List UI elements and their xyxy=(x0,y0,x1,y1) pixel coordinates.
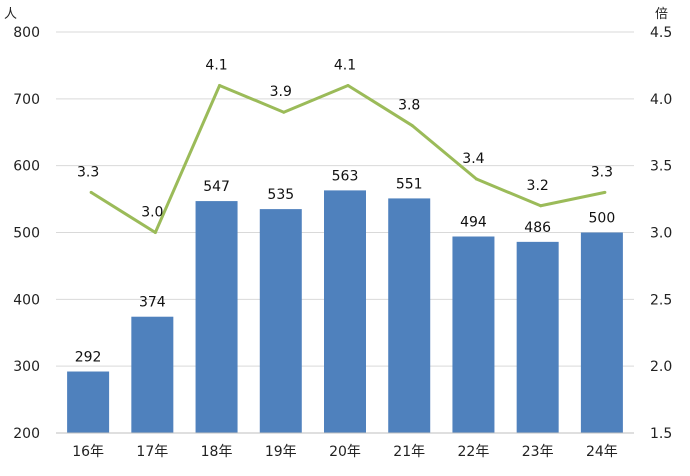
line-data-label: 3.4 xyxy=(462,151,484,167)
line-series xyxy=(89,83,607,234)
bar xyxy=(131,316,174,433)
bar-data-label: 500 xyxy=(589,211,616,227)
x-tick-label: 24年 xyxy=(586,444,618,460)
bar xyxy=(259,209,302,433)
bar xyxy=(195,201,238,433)
bar-data-label: 374 xyxy=(139,295,166,311)
right-tick-label: 2.5 xyxy=(650,292,672,308)
bar-data-label: 535 xyxy=(267,187,294,203)
right-tick-label: 2.0 xyxy=(650,359,672,375)
left-tick-label: 300 xyxy=(13,359,40,375)
line-point xyxy=(218,83,222,87)
line-point xyxy=(346,83,350,87)
bar xyxy=(516,241,559,433)
x-tick-label: 23年 xyxy=(522,444,554,460)
x-tick-label: 19年 xyxy=(265,444,297,460)
right-tick-label: 3.5 xyxy=(650,159,672,175)
bar xyxy=(67,371,110,433)
line-point xyxy=(89,190,93,194)
line-point xyxy=(282,110,286,114)
right-tick-label: 3.0 xyxy=(650,226,672,242)
left-tick-label: 600 xyxy=(13,159,40,175)
left-tick-label: 800 xyxy=(13,25,40,41)
data-labels: 292 374 547 535 563 551 494 486 500 3.3 3.0 4.1 3.9 4… xyxy=(75,57,616,365)
bar-data-label: 494 xyxy=(460,215,487,231)
x-tick-label: 16年 xyxy=(72,444,104,460)
bar-data-label: 563 xyxy=(332,168,359,184)
right-axis-unit: 倍 xyxy=(655,7,668,22)
line-data-label: 3.0 xyxy=(141,205,163,221)
line-point xyxy=(474,177,478,181)
line-point xyxy=(410,124,414,128)
left-tick-label: 400 xyxy=(13,292,40,308)
bar-data-label: 486 xyxy=(524,220,551,236)
bar xyxy=(388,198,431,433)
left-axis-unit: 人 xyxy=(4,7,17,22)
left-tick-label: 500 xyxy=(13,226,40,242)
x-tick-label: 21年 xyxy=(393,444,425,460)
x-tick-label: 17年 xyxy=(136,444,168,460)
right-tick-label: 4.0 xyxy=(650,92,672,108)
line-data-label: 3.3 xyxy=(591,164,613,180)
bar xyxy=(452,236,495,433)
x-tick-label: 18年 xyxy=(201,444,233,460)
line-data-label: 3.3 xyxy=(77,164,99,180)
bar xyxy=(324,190,366,433)
bar-series xyxy=(67,190,623,433)
line-data-label: 3.8 xyxy=(398,98,420,114)
x-tick-label: 20年 xyxy=(329,444,361,460)
axes: 200 300 400 500 600 700 800 1.5 2.0 2.5 3.0 3.5 4.0 4… xyxy=(13,25,672,460)
bar-data-label: 547 xyxy=(203,179,230,195)
x-tick-label: 22年 xyxy=(458,444,490,460)
line-point xyxy=(539,204,543,208)
left-tick-label: 700 xyxy=(13,92,40,108)
right-tick-label: 1.5 xyxy=(650,426,672,442)
line-data-label: 4.1 xyxy=(205,57,227,73)
line-data-label: 4.1 xyxy=(334,57,356,73)
line-point xyxy=(603,190,607,194)
line-point xyxy=(153,231,157,234)
bar xyxy=(580,232,623,433)
line-data-label: 3.9 xyxy=(270,84,292,100)
left-tick-label: 200 xyxy=(13,426,40,442)
line-data-label: 3.2 xyxy=(527,178,549,194)
right-tick-label: 4.5 xyxy=(650,25,672,41)
bar-data-label: 292 xyxy=(75,350,102,366)
bar-data-label: 551 xyxy=(396,176,423,192)
